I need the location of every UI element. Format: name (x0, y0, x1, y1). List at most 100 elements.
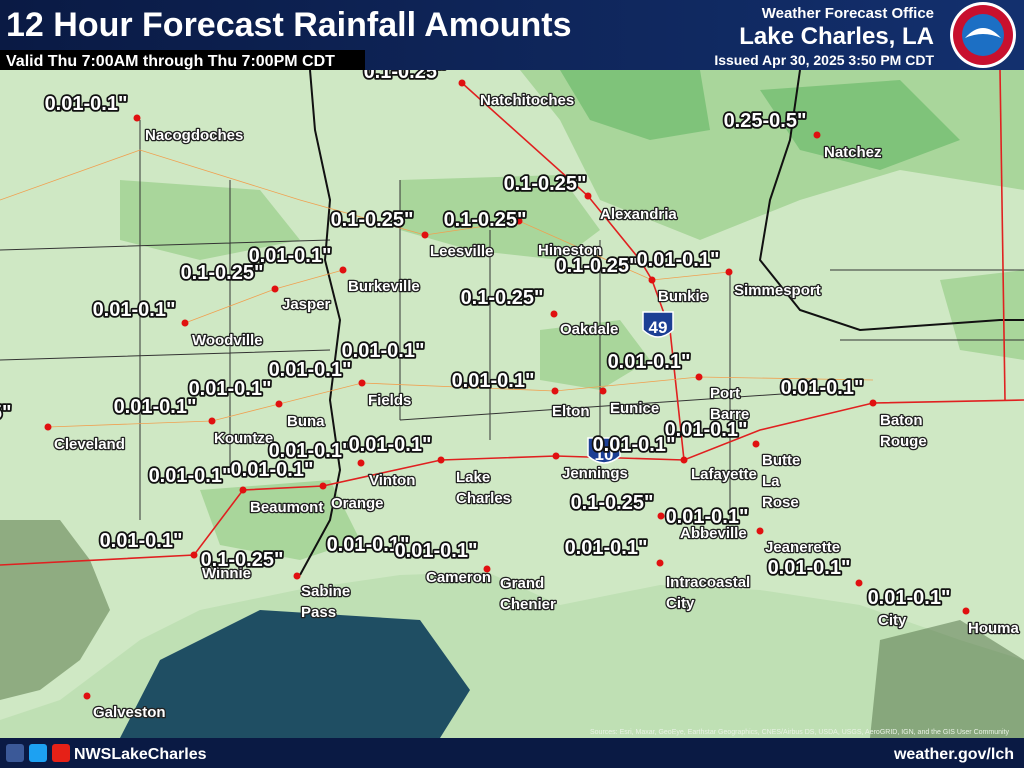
office: Weather Forecast Office (762, 5, 934, 22)
issued: Issued Apr 30, 2025 3:50 PM CDT (714, 52, 934, 68)
rainfall-amount: 0.01-0.1" (565, 537, 648, 559)
shield-label: 49 (649, 318, 668, 337)
city-dot (358, 379, 366, 387)
city-dot (725, 268, 733, 276)
city-dot (239, 486, 247, 494)
marsh (870, 620, 1024, 738)
city-label: Orange (331, 495, 384, 512)
rainfall-amount: 0.01-0.1" (768, 557, 851, 579)
city-label: Buna (287, 413, 325, 430)
title: 12 Hour Forecast Rainfall Amounts (6, 6, 572, 44)
city-dot (869, 399, 877, 407)
rainfall-amount: 0.01-0.1" (114, 396, 197, 418)
city-dot (648, 276, 656, 284)
city-label: Jennings (562, 465, 628, 482)
rainfall-amount: 0.01-0.1" (665, 419, 748, 441)
rainfall-amount: 0.1-0.25" (556, 255, 639, 277)
city-dot (657, 512, 665, 520)
social-handle[interactable]: NWSLakeCharles (74, 746, 207, 763)
rainfall-amount: 0.01-0.1" (452, 370, 535, 392)
city-dot (437, 456, 445, 464)
city-label: Grand (500, 575, 544, 592)
city-label: Leesville (430, 243, 493, 260)
city-dot (656, 559, 664, 567)
city-dot (271, 285, 279, 293)
city-label: Fields (368, 392, 411, 409)
city-label: Vinton (369, 472, 415, 489)
city-label: Rouge (880, 433, 927, 450)
city-dot (44, 423, 52, 431)
interstates (0, 69, 1024, 566)
rainfall-amount: 0.1-0.25" (331, 209, 414, 231)
rainfall-amount: 0.01-0.1" (45, 93, 128, 115)
rainfall-amount: 0.1-0.25" (0, 402, 11, 424)
city-dot (756, 527, 764, 535)
rainfall-amount: 0.1-0.25" (444, 209, 527, 231)
rainfall-amount: 0.01-0.1" (249, 245, 332, 267)
city-dot (584, 192, 592, 200)
city-label: Beaumont (250, 499, 323, 516)
rainfall-amount: 0.01-0.1" (868, 587, 951, 609)
city-label: Galveston (93, 704, 166, 721)
amount-labels: 0.1-0.25"0.01-0.1"0.25-0.5"0.1-0.25"0.1-… (0, 59, 952, 611)
rainfall-amount: 0.01-0.1" (93, 299, 176, 321)
facebook-icon[interactable] (6, 744, 24, 762)
gulf (120, 610, 470, 738)
city-label: Chenier (500, 596, 556, 613)
rainfall-amount: 0.01-0.1" (593, 434, 676, 456)
rainfall-amount: 0.1-0.25" (181, 262, 264, 284)
subtitle: Valid Thu 7:00AM through Thu 7:00PM CDT (6, 53, 335, 70)
city-label: Baton (880, 412, 923, 429)
city-dot (599, 387, 607, 395)
subtitle-bar (0, 50, 365, 70)
footer-bar (0, 738, 1024, 768)
rainfall-amount: 0.1-0.25" (201, 549, 284, 571)
city-dot (680, 456, 688, 464)
city-label: Natchez (824, 144, 882, 161)
city-label: Lake (456, 469, 490, 486)
nws-logo (950, 2, 1016, 68)
city-label: Houma (968, 620, 1019, 637)
rainfall-amount: 0.01-0.1" (637, 249, 720, 271)
rainfall-amount: 0.01-0.1" (349, 434, 432, 456)
rainfall-amount: 0.01-0.1" (395, 540, 478, 562)
city-dot (458, 79, 466, 87)
city-label: La (762, 473, 780, 490)
rainfall-amount: 0.01-0.1" (608, 351, 691, 373)
city-label: Rose (762, 494, 799, 511)
city-dot (293, 572, 301, 580)
city-label: Barre (710, 406, 749, 423)
city-label: Hineston (538, 242, 602, 259)
website[interactable]: weather.gov/lch (893, 746, 1014, 763)
city-dot (421, 231, 429, 239)
rainfall-amount: 0.01-0.1" (269, 359, 352, 381)
city-label: Cleveland (54, 436, 125, 453)
rainfall-amount: 0.01-0.1" (327, 534, 410, 556)
location: Lake Charles, LA (739, 23, 934, 50)
city-label: Kountze (214, 430, 273, 447)
rainfall-amount: 0.1-0.25" (504, 173, 587, 195)
city-dot (83, 692, 91, 700)
interstate-shield: 49 (642, 311, 674, 338)
attribution: Sources: Esri, Maxar, GeoEye, Earthstar … (590, 729, 1009, 736)
city-label: Butte (762, 452, 800, 469)
city-label: Woodville (192, 332, 263, 349)
city-label: Bunkie (658, 288, 708, 305)
city-label: Intracoastal (666, 574, 750, 591)
city-label: Winnie (202, 565, 251, 582)
city-label: City (878, 612, 907, 629)
rainfall-amount: 0.1-0.25" (461, 287, 544, 309)
city-dot (550, 310, 558, 318)
twitter-icon[interactable] (29, 744, 47, 762)
youtube-icon[interactable] (52, 744, 70, 762)
city-dot (181, 319, 189, 327)
state-line (758, 69, 1024, 332)
city-dot (339, 266, 347, 274)
parish-lines (0, 120, 1024, 520)
rainfall-amount: 0.01-0.1" (781, 377, 864, 399)
city-label: Oakdale (560, 321, 618, 338)
rainfall-amount: 0.25-0.5" (724, 110, 807, 132)
city-label: Jasper (282, 296, 331, 313)
city-dot (515, 217, 523, 225)
city-label: Elton (552, 403, 590, 420)
